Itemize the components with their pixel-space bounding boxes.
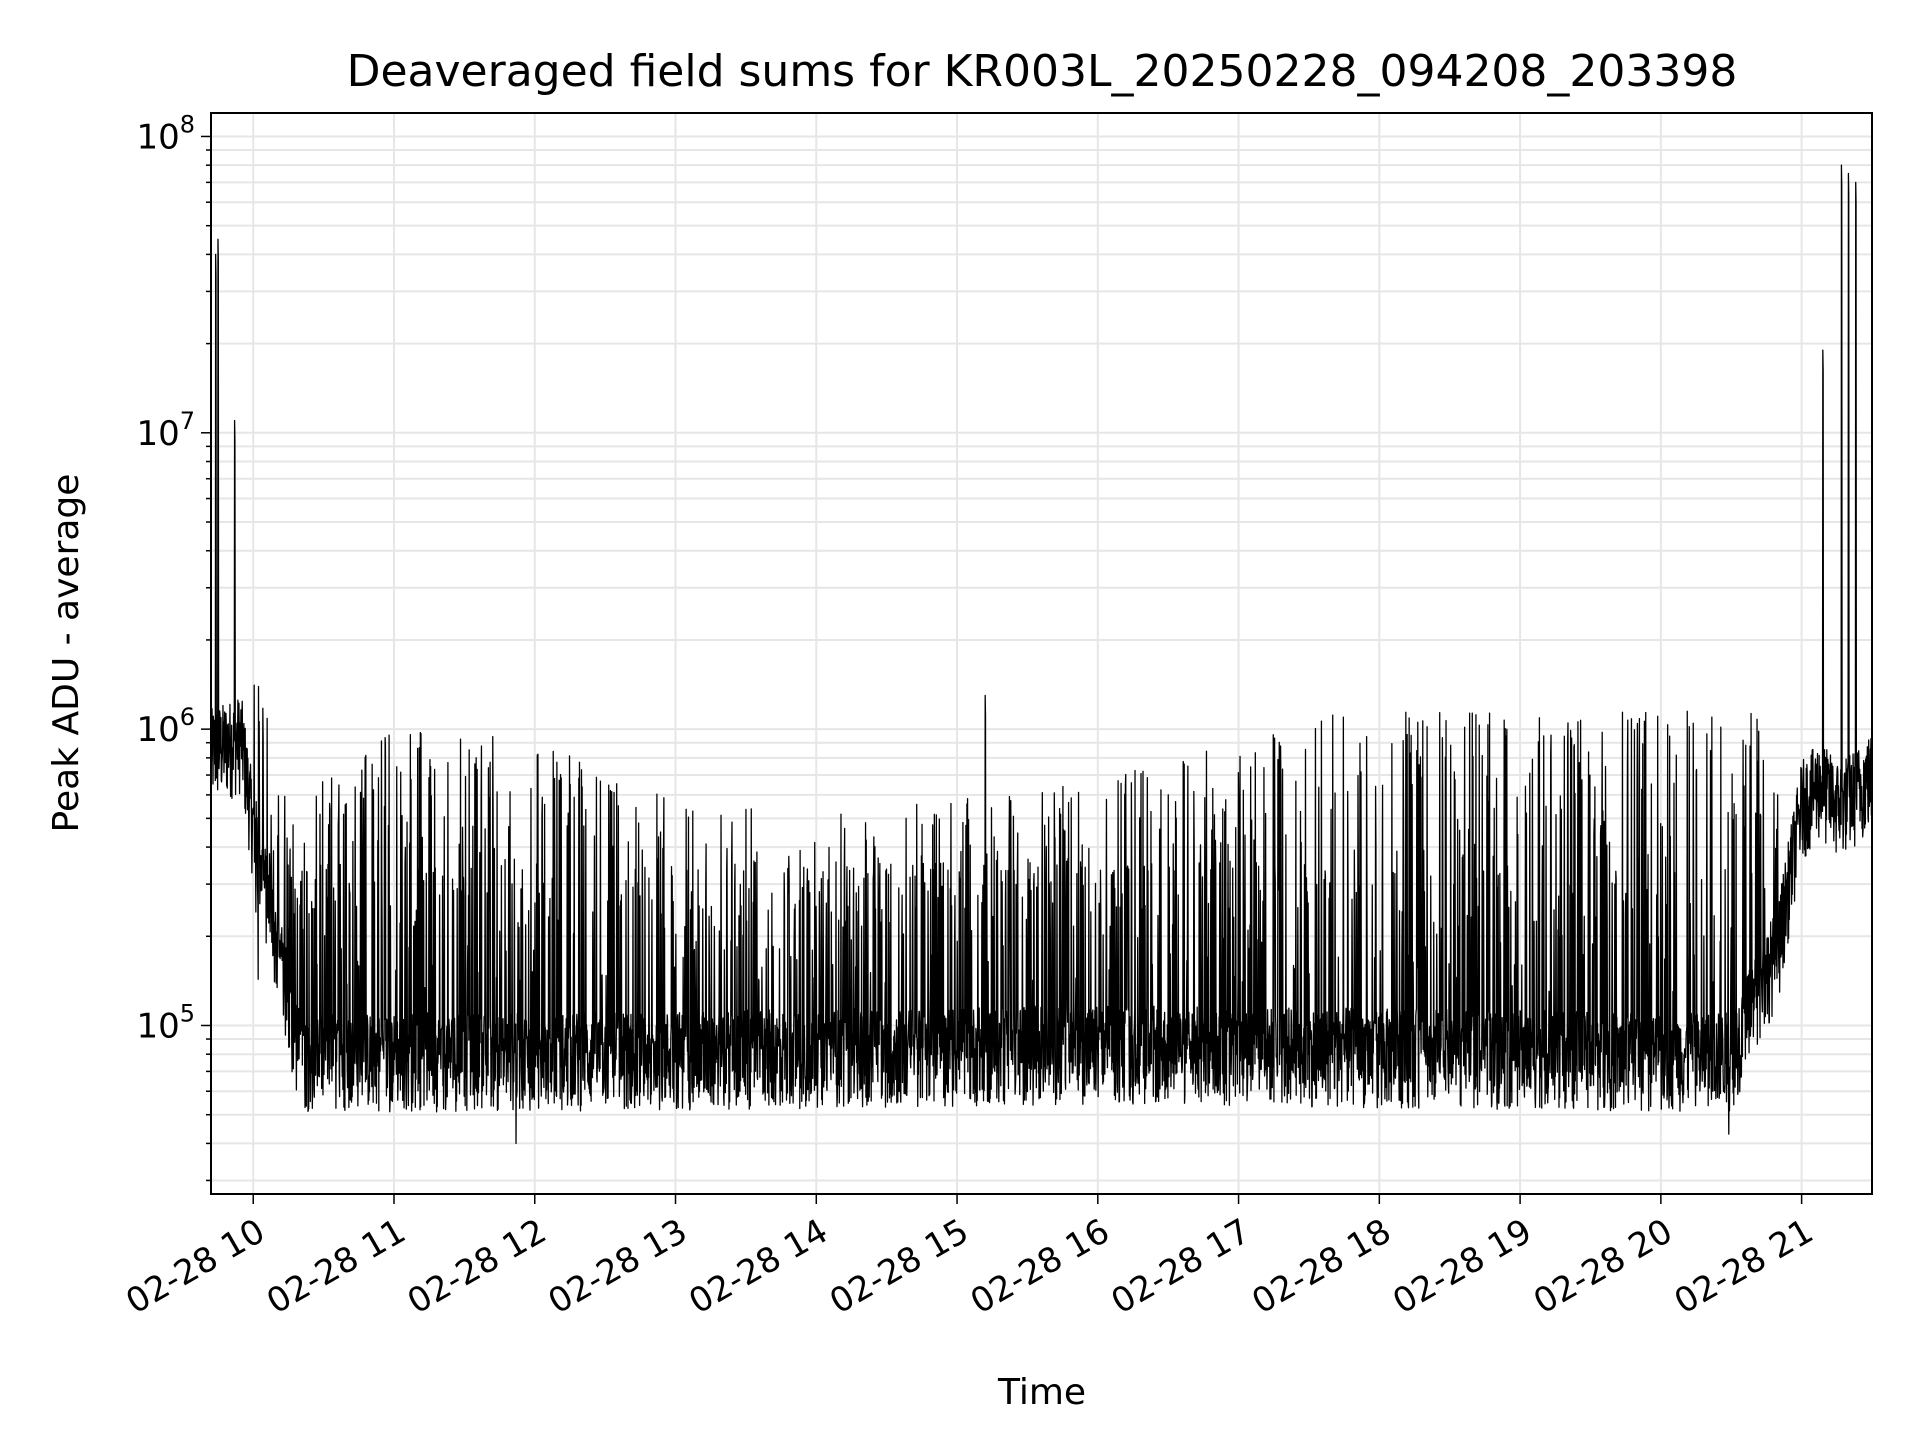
series-group [210, 164, 1873, 1145]
y-tick-label: 105 [136, 999, 195, 1046]
y-tick-label: 108 [136, 110, 195, 157]
data-line [210, 164, 1873, 1145]
y-axis-label: Peak ADU - average [46, 474, 87, 833]
chart-title: Deaveraged field sums for KR003L_2025022… [347, 46, 1738, 97]
plot-frame [210, 112, 1873, 1195]
x-axis-label: Time [997, 1372, 1086, 1413]
y-axis: 105 106 107 108 [136, 110, 211, 1182]
y-tick-label: 106 [136, 703, 195, 750]
y-tick-label: 107 [136, 407, 195, 454]
